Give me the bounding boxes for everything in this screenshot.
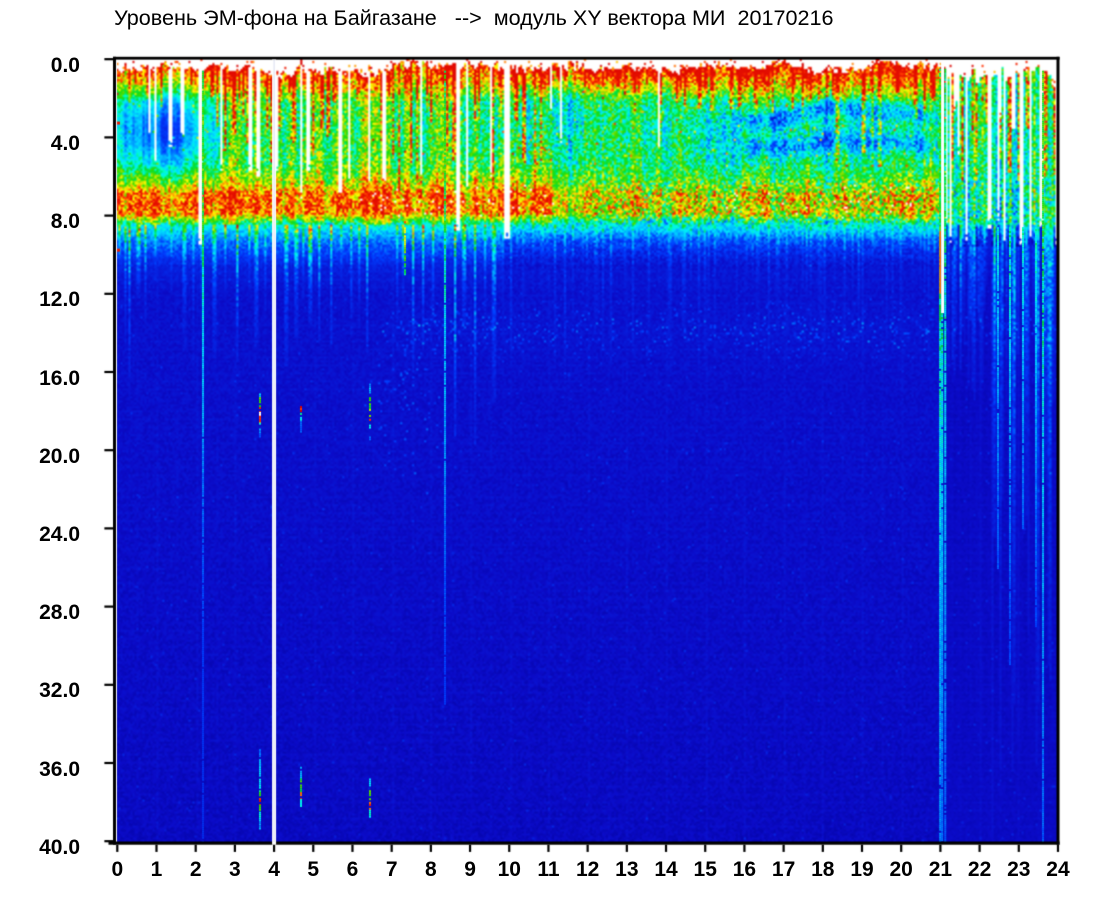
x-axis-tick-label: 4	[268, 858, 280, 881]
y-axis-tick-label: 0.0	[50, 53, 80, 77]
y-axis-tick-label: 40.0	[39, 835, 80, 859]
x-axis-tick-label: 23	[1007, 858, 1031, 881]
x-axis-tick-label: 8	[425, 858, 437, 881]
x-axis-tick-label: 10	[497, 858, 521, 881]
y-axis-tick-label: 32.0	[39, 679, 80, 703]
x-axis-tick-label: 22	[967, 858, 992, 881]
y-axis-tick-label: 8.0	[50, 210, 80, 234]
x-axis-tick-label: 12	[575, 858, 600, 881]
x-axis-tick-label: 1	[150, 858, 163, 881]
x-axis-tick-label: 11	[537, 858, 560, 881]
x-axis-tick-label: 18	[811, 858, 835, 881]
y-axis-tick-label: 36.0	[39, 757, 80, 781]
x-axis-tick-label: 6	[346, 858, 359, 881]
x-axis-tick-label: 2	[189, 858, 202, 881]
x-axis-tick-label: 16	[732, 858, 757, 881]
y-axis-tick-label: 4.0	[50, 132, 80, 155]
x-axis-tick-label: 14	[654, 858, 678, 881]
x-axis-tick-label: 3	[229, 858, 241, 881]
x-axis-tick-label: 17	[771, 858, 796, 881]
y-axis-tick-label: 16.0	[39, 366, 80, 390]
x-axis-tick-label: 7	[385, 858, 398, 881]
y-axis-tick-label: 24.0	[39, 523, 80, 546]
y-axis-tick-label: 20.0	[39, 444, 80, 468]
x-axis-tick-label: 24	[1046, 858, 1070, 881]
x-axis-tick-label: 19	[850, 858, 874, 881]
x-axis-tick-label: 21	[928, 858, 953, 881]
y-axis-tick-label: 12.0	[39, 288, 80, 312]
y-axis-tick-label: 28.0	[39, 601, 80, 625]
x-axis-tick-label: 9	[464, 858, 476, 881]
chart-title: Уровень ЭМ-фона на Байгазане --> модуль …	[114, 5, 834, 30]
x-axis-tick-label: 20	[889, 858, 913, 881]
x-axis-tick-label: 15	[693, 858, 717, 881]
x-axis-tick-label: 0	[111, 858, 124, 881]
x-axis-tick-label: 5	[307, 858, 320, 881]
x-axis-tick-label: 13	[615, 858, 639, 881]
